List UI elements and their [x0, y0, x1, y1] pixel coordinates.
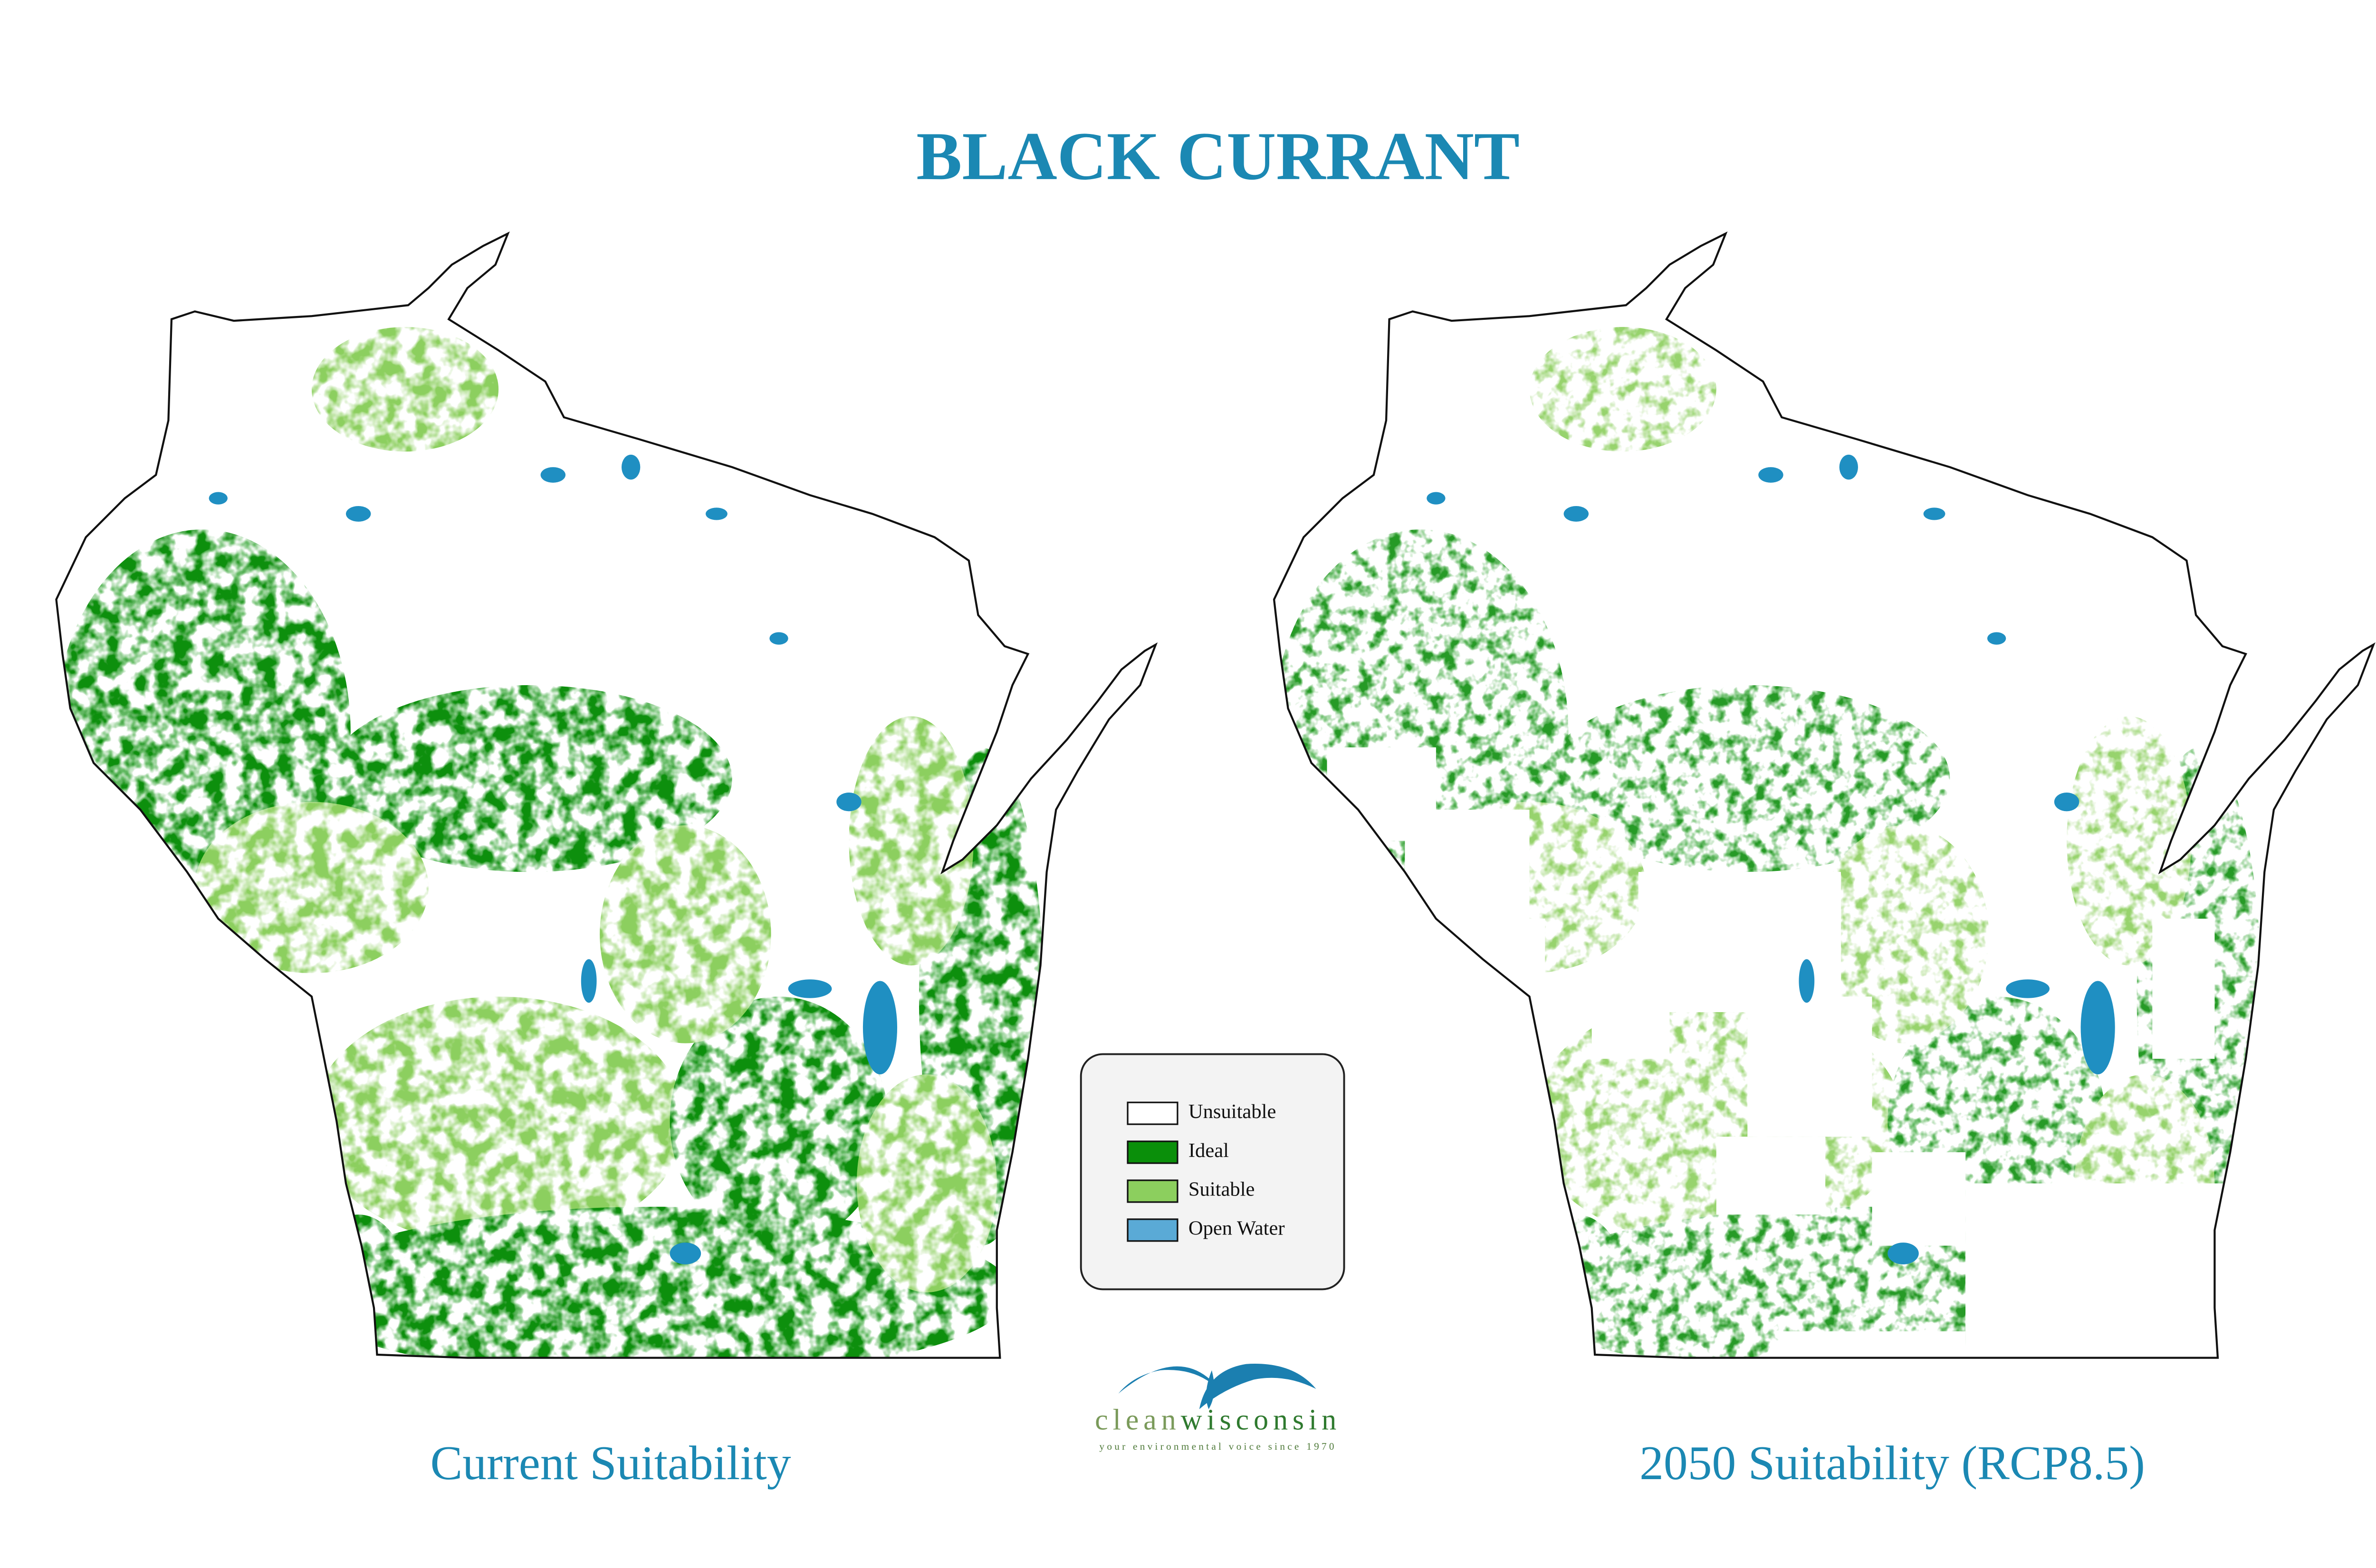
legend-swatch [1127, 1101, 1178, 1125]
legend-label: Ideal [1188, 1139, 1229, 1162]
logo-name-first: clean [1095, 1404, 1180, 1436]
map-current: Current Suitability [55, 234, 1156, 1490]
logo-wave [1118, 1366, 1223, 1394]
legend-box [1080, 1053, 1345, 1291]
legend-label: Open Water [1188, 1217, 1285, 1240]
legend-swatch [1127, 1140, 1178, 1164]
legend-label: Unsuitable [1188, 1100, 1276, 1123]
legend: Unsuitable Ideal Suitable Open Water [1080, 1053, 1345, 1291]
logo: cleanwisconsin your environmental voice … [1095, 1364, 1341, 1452]
logo-name: cleanwisconsin [1095, 1404, 1341, 1436]
legend-swatch [1127, 1218, 1178, 1242]
title: BLACK CURRANT [916, 119, 1520, 194]
logo-tagline: your environmental voice since 1970 [1099, 1441, 1336, 1452]
map-label: 2050 Suitability (RCP8.5) [1639, 1436, 2145, 1490]
logo-name-second: wisconsin [1181, 1404, 1341, 1436]
legend-swatch [1127, 1179, 1178, 1203]
legend-label: Suitable [1188, 1178, 1255, 1201]
map-label: Current Suitability [431, 1436, 791, 1490]
logo-wave [1199, 1364, 1316, 1409]
logo-wave [1206, 1370, 1215, 1409]
